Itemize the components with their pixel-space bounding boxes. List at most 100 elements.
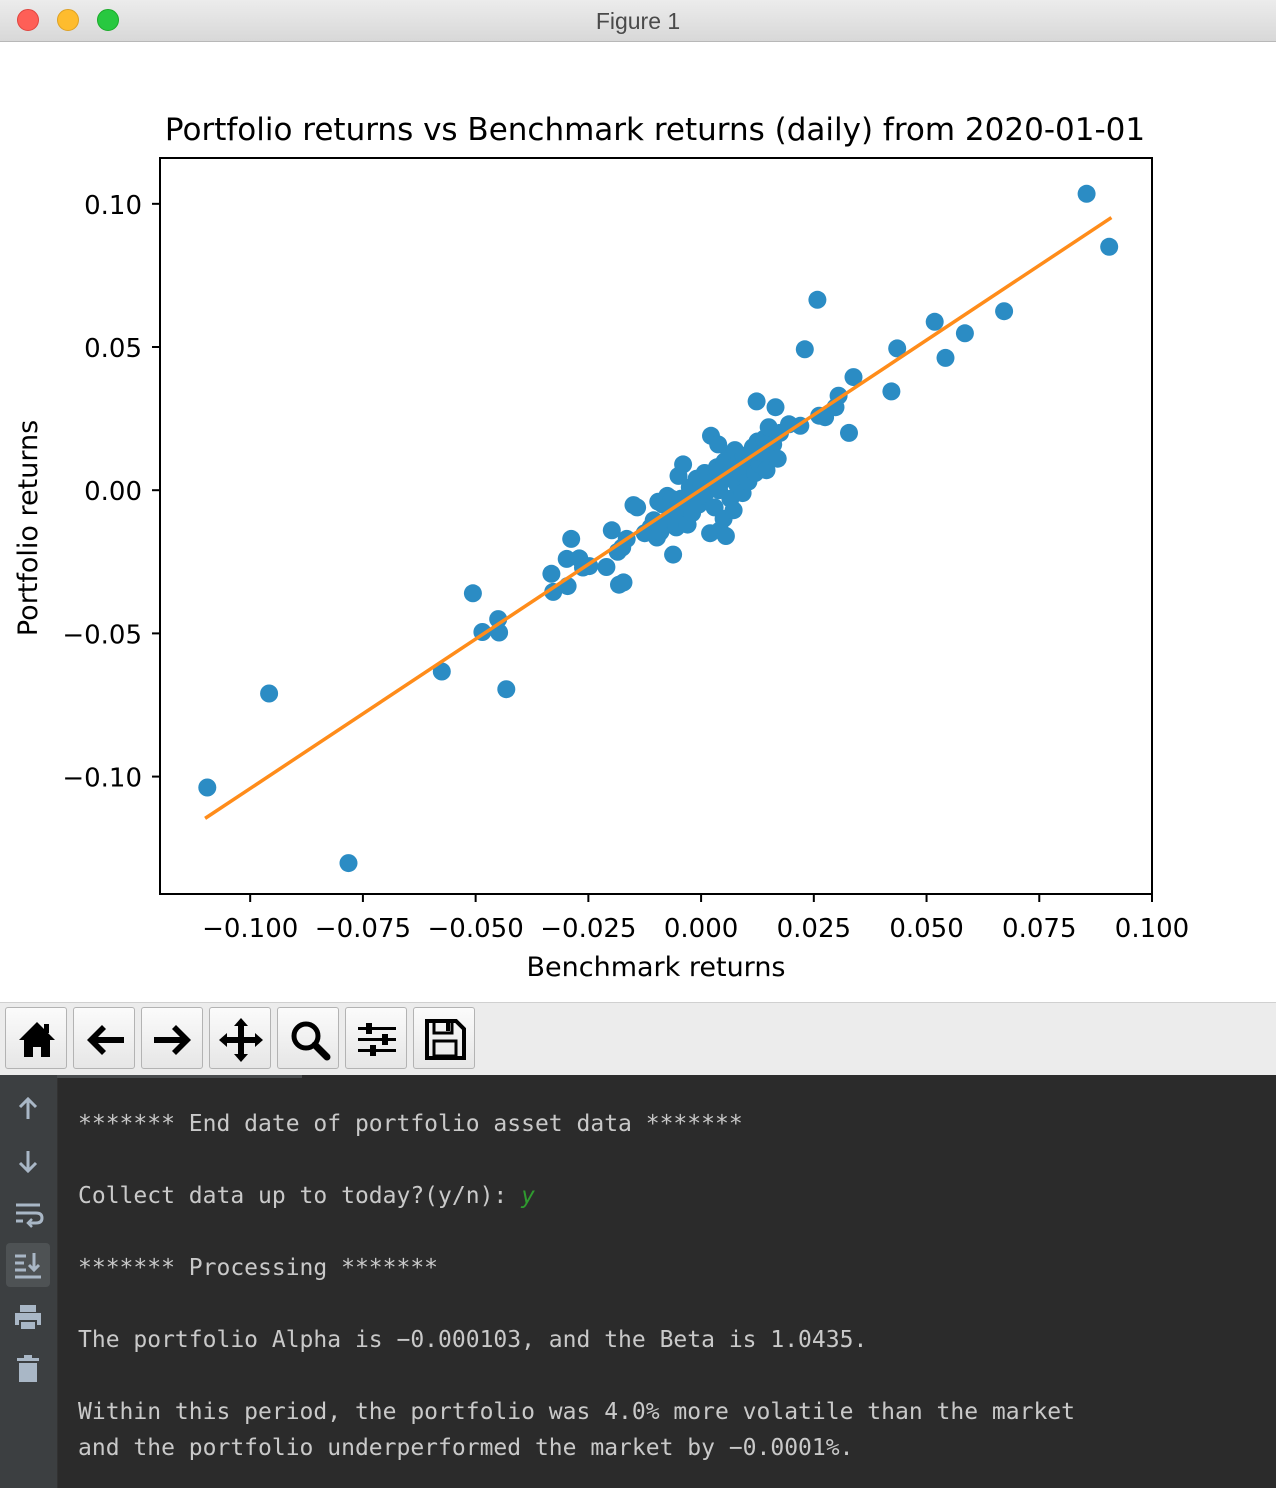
console-line-alpha-beta: The portfolio Alpha is −0.000103, and th… <box>78 1327 868 1353</box>
console-line-underperform: and the portfolio underperformed the mar… <box>78 1435 854 1461</box>
regression-line <box>204 216 1113 820</box>
home-icon <box>19 1022 55 1057</box>
data-point <box>614 573 633 592</box>
scroll-to-end-icon <box>15 1253 41 1279</box>
y-tick-label: 0.10 <box>84 191 142 221</box>
save-icon <box>425 1019 466 1060</box>
data-point <box>768 449 787 468</box>
print-icon <box>15 1305 41 1331</box>
title-bar[interactable]: Figure 1 <box>0 0 1276 42</box>
forward-arrow-icon <box>154 1025 191 1055</box>
data-point <box>795 340 814 359</box>
y-tick-label: 0.05 <box>84 334 142 364</box>
data-point <box>808 290 827 309</box>
data-point <box>882 382 901 401</box>
x-tick-label: 0.025 <box>777 914 851 944</box>
console-line-end-date: ******* End date of portfolio asset data… <box>78 1111 743 1137</box>
close-window-button[interactable] <box>17 9 39 31</box>
configure-subplots-icon <box>358 1023 396 1056</box>
forward-button[interactable] <box>141 1007 203 1069</box>
y-tick-label: −0.05 <box>62 620 142 650</box>
scroll-down-icon <box>18 1151 38 1174</box>
data-point <box>766 398 785 417</box>
data-point <box>724 501 743 520</box>
data-point <box>1100 237 1119 256</box>
data-point <box>995 302 1014 321</box>
data-point <box>709 435 728 454</box>
console-line-collect-prompt: Collect data up to today?(y/n): y <box>78 1181 535 1211</box>
data-point <box>339 854 358 873</box>
collect-prompt-text: Collect data up to today?(y/n): <box>78 1183 522 1209</box>
home-button[interactable] <box>5 1007 67 1069</box>
data-point <box>544 582 563 601</box>
y-tick-label: 0.00 <box>84 477 142 507</box>
console-line-volatility: Within this period, the portfolio was 4.… <box>78 1399 1075 1425</box>
y-axis-label: Portfolio returns <box>13 420 44 636</box>
data-point <box>260 684 279 703</box>
save-button[interactable] <box>413 1007 475 1069</box>
data-point <box>936 348 955 367</box>
axis-ticks: −0.100 −0.075 −0.050 −0.025 0.000 0.025 0.050 0… <box>62 191 1189 944</box>
figure-window: Figure 1 Portfolio returns vs Benchmark … <box>0 0 1276 1075</box>
clear-icon <box>17 1355 39 1382</box>
back-button[interactable] <box>73 1007 135 1069</box>
data-point <box>747 392 766 411</box>
data-point <box>602 521 621 540</box>
window-title: Figure 1 <box>595 8 681 34</box>
data-point <box>497 680 516 699</box>
plot-area <box>198 184 1119 873</box>
data-point <box>562 529 581 548</box>
y-tick-label: −0.10 <box>62 764 142 794</box>
pan-icon <box>219 1018 263 1062</box>
data-point <box>840 423 858 442</box>
scroll-down-button[interactable] <box>6 1139 50 1183</box>
data-point <box>628 498 647 517</box>
configure-subplots-button[interactable] <box>345 1007 407 1069</box>
x-tick-label: 0.100 <box>1115 914 1189 944</box>
data-point <box>925 312 944 331</box>
data-point <box>888 339 907 358</box>
data-point <box>955 324 974 343</box>
axes-frame <box>159 157 1153 895</box>
console-line-processing: ******* Processing ******* <box>78 1255 439 1281</box>
zoom-icon <box>291 1021 331 1061</box>
x-axis-label: Benchmark returns <box>527 952 786 983</box>
data-point <box>489 610 508 629</box>
data-point <box>432 662 451 681</box>
scroll-to-end-button[interactable] <box>6 1243 50 1287</box>
soft-wrap-icon <box>16 1203 44 1228</box>
data-point <box>757 461 776 480</box>
print-button[interactable] <box>6 1295 50 1339</box>
data-point <box>463 584 482 603</box>
zoom-button[interactable] <box>277 1007 339 1069</box>
x-tick-label: 0.050 <box>889 914 963 944</box>
x-tick-label: −0.075 <box>315 914 411 944</box>
back-arrow-icon <box>87 1025 124 1055</box>
user-input-answer: y <box>521 1183 535 1209</box>
data-point <box>1077 184 1096 203</box>
x-tick-label: 0.075 <box>1002 914 1076 944</box>
maximize-window-button[interactable] <box>97 9 119 31</box>
x-tick-label: −0.100 <box>202 914 298 944</box>
clear-console-button[interactable] <box>6 1347 50 1391</box>
data-point <box>674 455 693 474</box>
console-toolbar <box>0 1075 58 1488</box>
pan-button[interactable] <box>209 1007 271 1069</box>
x-tick-label: −0.050 <box>428 914 524 944</box>
run-console: ******* End date of portfolio asset data… <box>0 1075 1276 1488</box>
data-point <box>844 368 863 387</box>
x-tick-label: 0.000 <box>664 914 738 944</box>
soft-wrap-button[interactable] <box>6 1191 50 1235</box>
scroll-up-button[interactable] <box>6 1087 50 1131</box>
data-point <box>716 527 735 545</box>
chart-title: Portfolio returns vs Benchmark returns (… <box>165 112 1145 148</box>
scroll-up-icon <box>18 1096 38 1119</box>
data-point <box>198 778 217 797</box>
console-tab-divider <box>57 1075 302 1078</box>
data-point <box>557 549 576 568</box>
navigation-toolbar <box>0 1002 1276 1075</box>
data-point <box>542 564 561 583</box>
data-point <box>664 545 683 564</box>
minimize-window-button[interactable] <box>57 9 79 31</box>
x-tick-label: −0.025 <box>540 914 636 944</box>
